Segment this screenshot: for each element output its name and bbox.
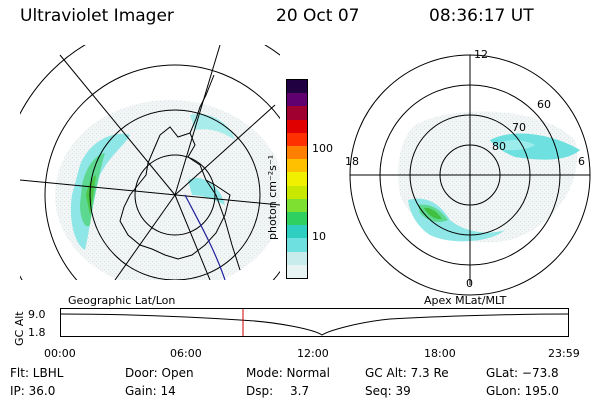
- mlat-label-70: 70: [512, 121, 526, 134]
- gcalt-info: GC Alt: 7.3 Re: [365, 366, 449, 380]
- gain-info: Gain: 14: [125, 384, 176, 398]
- colorbar-unit-label: photon cm⁻²s⁻¹: [266, 154, 279, 240]
- door-info: Door: Open: [125, 366, 194, 380]
- altitude-xtick-1800: 18:00: [424, 347, 456, 360]
- ip-info: IP: 36.0: [10, 384, 56, 398]
- colorbar-segment: [287, 119, 307, 133]
- colorbar-segment: [287, 145, 307, 160]
- altitude-ytick-9: 9.0: [28, 308, 46, 321]
- date-label: 20 Oct 07: [276, 6, 360, 26]
- glon-info: GLon: 195.0: [486, 384, 559, 398]
- altitude-xtick-0600: 06:00: [170, 347, 202, 360]
- apex-polar-plot: [349, 54, 591, 296]
- colorbar: [286, 79, 308, 279]
- altitude-plot: [59, 308, 570, 337]
- colorbar-segment: [287, 264, 307, 278]
- colorbar-segment: [287, 172, 307, 186]
- apex-panel-label: Apex MLat/MLT: [424, 294, 507, 307]
- geo-panel-label: Geographic Lat/Lon: [68, 294, 176, 307]
- flt-info: Flt: LBHL: [10, 366, 64, 380]
- seq-info: Seq: 39: [365, 384, 411, 398]
- altitude-xtick-0000: 00:00: [44, 347, 76, 360]
- mlt-label-12: 12: [474, 48, 488, 61]
- glat-info: GLat: −73.8: [486, 366, 559, 380]
- mode-info: Mode: Normal: [246, 366, 330, 380]
- mlt-label-6: 6: [578, 155, 585, 168]
- colorbar-segment: [287, 238, 307, 252]
- mlt-label-0: 0: [466, 277, 473, 290]
- colorbar-segment: [287, 93, 307, 107]
- dsp-label: Dsp:: [246, 384, 274, 398]
- mlat-label-80: 80: [492, 140, 506, 153]
- colorbar-segment: [287, 132, 307, 146]
- mlat-label-60: 60: [537, 98, 551, 111]
- altitude-xtick-1200: 12:00: [297, 347, 329, 360]
- app-title: Ultraviolet Imager: [20, 6, 174, 26]
- colorbar-segment: [287, 185, 307, 199]
- colorbar-segment: [287, 225, 307, 239]
- geographic-map: [20, 45, 280, 280]
- colorbar-tick-100: 100: [312, 142, 333, 155]
- time-label: 08:36:17 UT: [429, 6, 534, 26]
- altitude-ytick-1-8: 1.8: [28, 326, 46, 339]
- colorbar-segment: [287, 106, 307, 120]
- altitude-ylabel: GC Alt: [13, 311, 26, 346]
- colorbar-segment: [287, 251, 307, 265]
- colorbar-segment: [287, 159, 307, 173]
- colorbar-segment: [287, 79, 307, 94]
- colorbar-tick-10: 10: [312, 230, 326, 243]
- colorbar-segment: [287, 211, 307, 226]
- colorbar-segment: [287, 198, 307, 212]
- dsp-value: 3.7: [290, 384, 310, 398]
- altitude-xtick-2359: 23:59: [548, 347, 580, 360]
- mlt-label-18: 18: [345, 155, 359, 168]
